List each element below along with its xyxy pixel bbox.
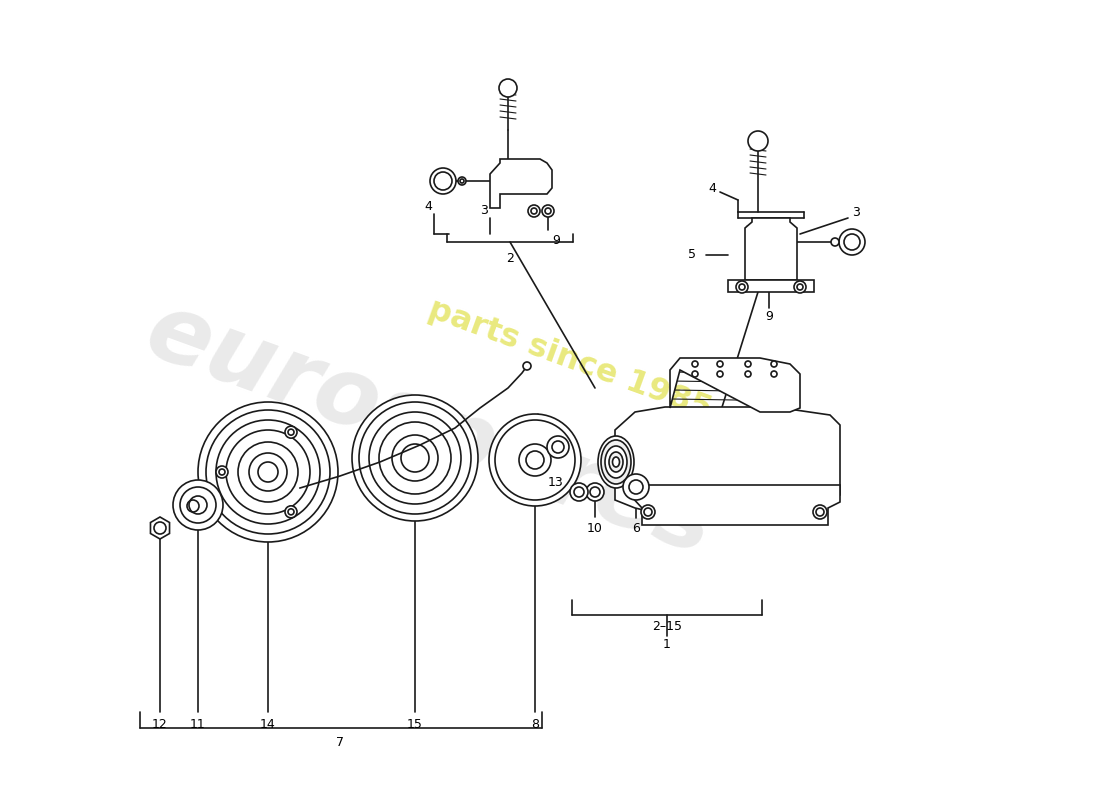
Circle shape <box>285 426 297 438</box>
Text: 13: 13 <box>548 477 564 490</box>
Circle shape <box>748 131 768 151</box>
Text: 12: 12 <box>152 718 168 730</box>
Text: 10: 10 <box>587 522 603 534</box>
Text: 2: 2 <box>506 251 514 265</box>
Circle shape <box>285 506 297 518</box>
Ellipse shape <box>613 457 619 467</box>
Polygon shape <box>615 407 840 515</box>
Circle shape <box>216 466 228 478</box>
Circle shape <box>490 414 581 506</box>
Text: 7: 7 <box>336 735 344 749</box>
Circle shape <box>187 500 199 512</box>
Text: 4: 4 <box>425 199 432 213</box>
Circle shape <box>522 362 531 370</box>
Text: 9: 9 <box>552 234 560 246</box>
Circle shape <box>830 238 839 246</box>
Text: 6: 6 <box>632 522 640 535</box>
Circle shape <box>813 505 827 519</box>
Ellipse shape <box>605 446 627 478</box>
Circle shape <box>745 371 751 377</box>
Polygon shape <box>490 159 552 208</box>
Text: 8: 8 <box>531 718 539 730</box>
Polygon shape <box>151 517 169 539</box>
Text: 9: 9 <box>766 310 773 323</box>
Circle shape <box>458 177 466 185</box>
Circle shape <box>641 505 654 519</box>
Circle shape <box>623 474 649 500</box>
Circle shape <box>692 371 698 377</box>
Circle shape <box>736 281 748 293</box>
Circle shape <box>717 371 723 377</box>
Circle shape <box>794 281 806 293</box>
Text: 2–15: 2–15 <box>652 619 682 633</box>
Circle shape <box>198 402 338 542</box>
Text: 11: 11 <box>190 718 206 730</box>
Circle shape <box>173 480 223 530</box>
Circle shape <box>528 205 540 217</box>
Circle shape <box>547 436 569 458</box>
Text: 5: 5 <box>688 249 696 262</box>
Circle shape <box>745 361 751 367</box>
Circle shape <box>692 361 698 367</box>
Polygon shape <box>670 358 800 412</box>
Circle shape <box>352 395 478 521</box>
Text: parts since 1985: parts since 1985 <box>425 294 716 426</box>
Circle shape <box>586 483 604 501</box>
Ellipse shape <box>609 452 623 472</box>
Circle shape <box>430 168 456 194</box>
Text: 3: 3 <box>852 206 860 219</box>
Circle shape <box>717 361 723 367</box>
Circle shape <box>499 79 517 97</box>
Text: 14: 14 <box>260 718 276 730</box>
Polygon shape <box>728 280 814 292</box>
Circle shape <box>771 371 777 377</box>
Text: 3: 3 <box>480 203 488 217</box>
Ellipse shape <box>598 436 634 488</box>
Text: eurospares: eurospares <box>133 285 726 575</box>
Text: 15: 15 <box>407 718 422 730</box>
Ellipse shape <box>601 440 631 484</box>
Circle shape <box>839 229 865 255</box>
Polygon shape <box>630 485 840 525</box>
Polygon shape <box>745 218 798 280</box>
Text: 1: 1 <box>663 638 671 651</box>
Text: 4: 4 <box>708 182 716 194</box>
Circle shape <box>542 205 554 217</box>
Circle shape <box>570 483 589 501</box>
Circle shape <box>771 361 777 367</box>
